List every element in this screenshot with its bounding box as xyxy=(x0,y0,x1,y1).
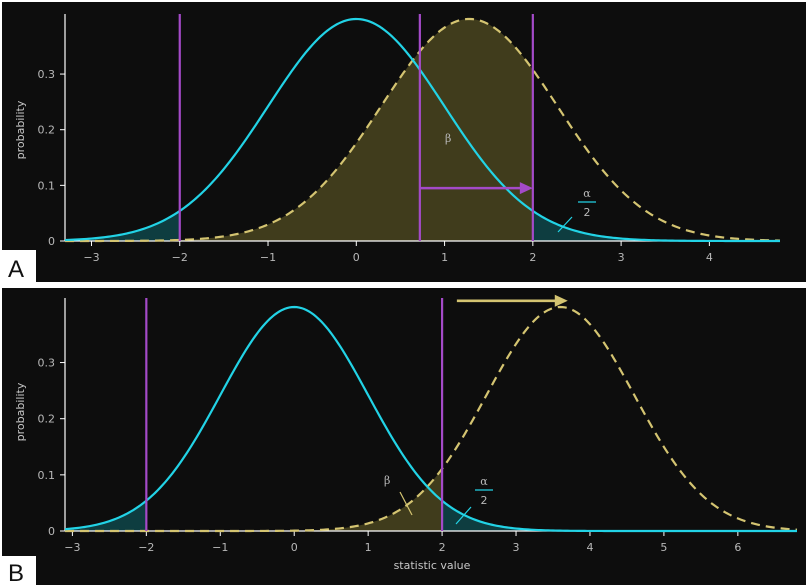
x-tick-label: 2 xyxy=(529,251,536,264)
x-tick-label: 3 xyxy=(618,251,625,264)
panel-a-letter-box xyxy=(2,250,36,282)
x-tick-label: −3 xyxy=(83,251,99,264)
alternative-distribution-curve xyxy=(65,305,798,533)
y-tick-label: 0 xyxy=(48,525,55,538)
panel-a-plot: −3 −2 −1 0 1 2 3 4 0 0.1 0.2 0.3 xyxy=(38,14,781,264)
panel-b-x-axis-label: statistic value xyxy=(394,559,471,572)
alpha-right-tail xyxy=(442,500,797,531)
panel-a-alpha-pointer xyxy=(557,216,573,233)
x-tick-label: 6 xyxy=(734,541,741,554)
panel-b-alpha-pointer xyxy=(455,506,472,525)
panel-b-background xyxy=(2,288,806,585)
x-tick-label: 1 xyxy=(441,251,448,264)
x-tick-label: 4 xyxy=(706,251,713,264)
panel-b-beta-label: β xyxy=(384,474,390,487)
y-tick-label: 0.2 xyxy=(38,413,56,426)
panel-b-alpha-numerator: α xyxy=(480,475,488,488)
y-tick-label: 0.1 xyxy=(38,469,56,482)
null-distribution-curve xyxy=(64,305,797,533)
panel-a-alpha-denominator: 2 xyxy=(584,206,591,219)
y-tick-label: 0.3 xyxy=(38,357,56,370)
x-tick-label: 3 xyxy=(513,541,520,554)
x-tick-label: 4 xyxy=(586,541,593,554)
panel-a-alpha-numerator: α xyxy=(583,187,591,200)
alternative-distribution-curve xyxy=(64,17,781,243)
panel-b-letter-box xyxy=(2,556,36,585)
y-tick-label: 0.3 xyxy=(38,68,56,81)
alpha-left-tail xyxy=(65,500,147,531)
panel-b-y-axis-label: probability xyxy=(14,382,27,441)
alpha-right-tail xyxy=(532,210,780,241)
x-tick-label: 2 xyxy=(439,541,446,554)
panel-b-beta-pointer xyxy=(399,491,413,516)
shift-arrow-head xyxy=(554,294,568,307)
x-tick-label: −3 xyxy=(64,541,80,554)
y-tick-label: 0 xyxy=(48,235,55,248)
beta-region xyxy=(179,19,533,241)
x-tick-label: 0 xyxy=(353,251,360,264)
panel-a-letter: A xyxy=(8,256,24,283)
panel-b: −3 −2 −1 0 1 2 3 4 5 6 0 0.1 0.2 0.3 probability stat… xyxy=(2,288,806,587)
x-tick-label: 5 xyxy=(660,541,667,554)
x-tick-label: −2 xyxy=(172,251,188,264)
panel-b-plot: −3 −2 −1 0 1 2 3 4 5 6 0 0.1 0.2 0.3 xyxy=(38,294,798,554)
panel-a: −3 −2 −1 0 1 2 3 400.10.20.3 probability β α 2 … xyxy=(2,2,806,283)
y-tick-label: 0.1 xyxy=(38,179,56,192)
x-tick-label: −1 xyxy=(212,541,228,554)
null-distribution-curve xyxy=(64,17,781,243)
shift-arrow-head xyxy=(519,182,533,195)
y-tick-label: 0.2 xyxy=(38,124,56,137)
panel-b-alpha-denominator: 2 xyxy=(481,494,488,507)
alpha-left-tail xyxy=(65,210,180,241)
x-tick-label: 1 xyxy=(365,541,372,554)
x-tick-label: 0 xyxy=(291,541,298,554)
panel-a-beta-label: β xyxy=(445,132,451,145)
beta-region xyxy=(146,468,443,531)
x-tick-label: −2 xyxy=(138,541,154,554)
panel-b-letter: B xyxy=(8,560,24,587)
panel-a-y-axis-label: probability xyxy=(14,100,27,159)
x-tick-label: −1 xyxy=(260,251,276,264)
